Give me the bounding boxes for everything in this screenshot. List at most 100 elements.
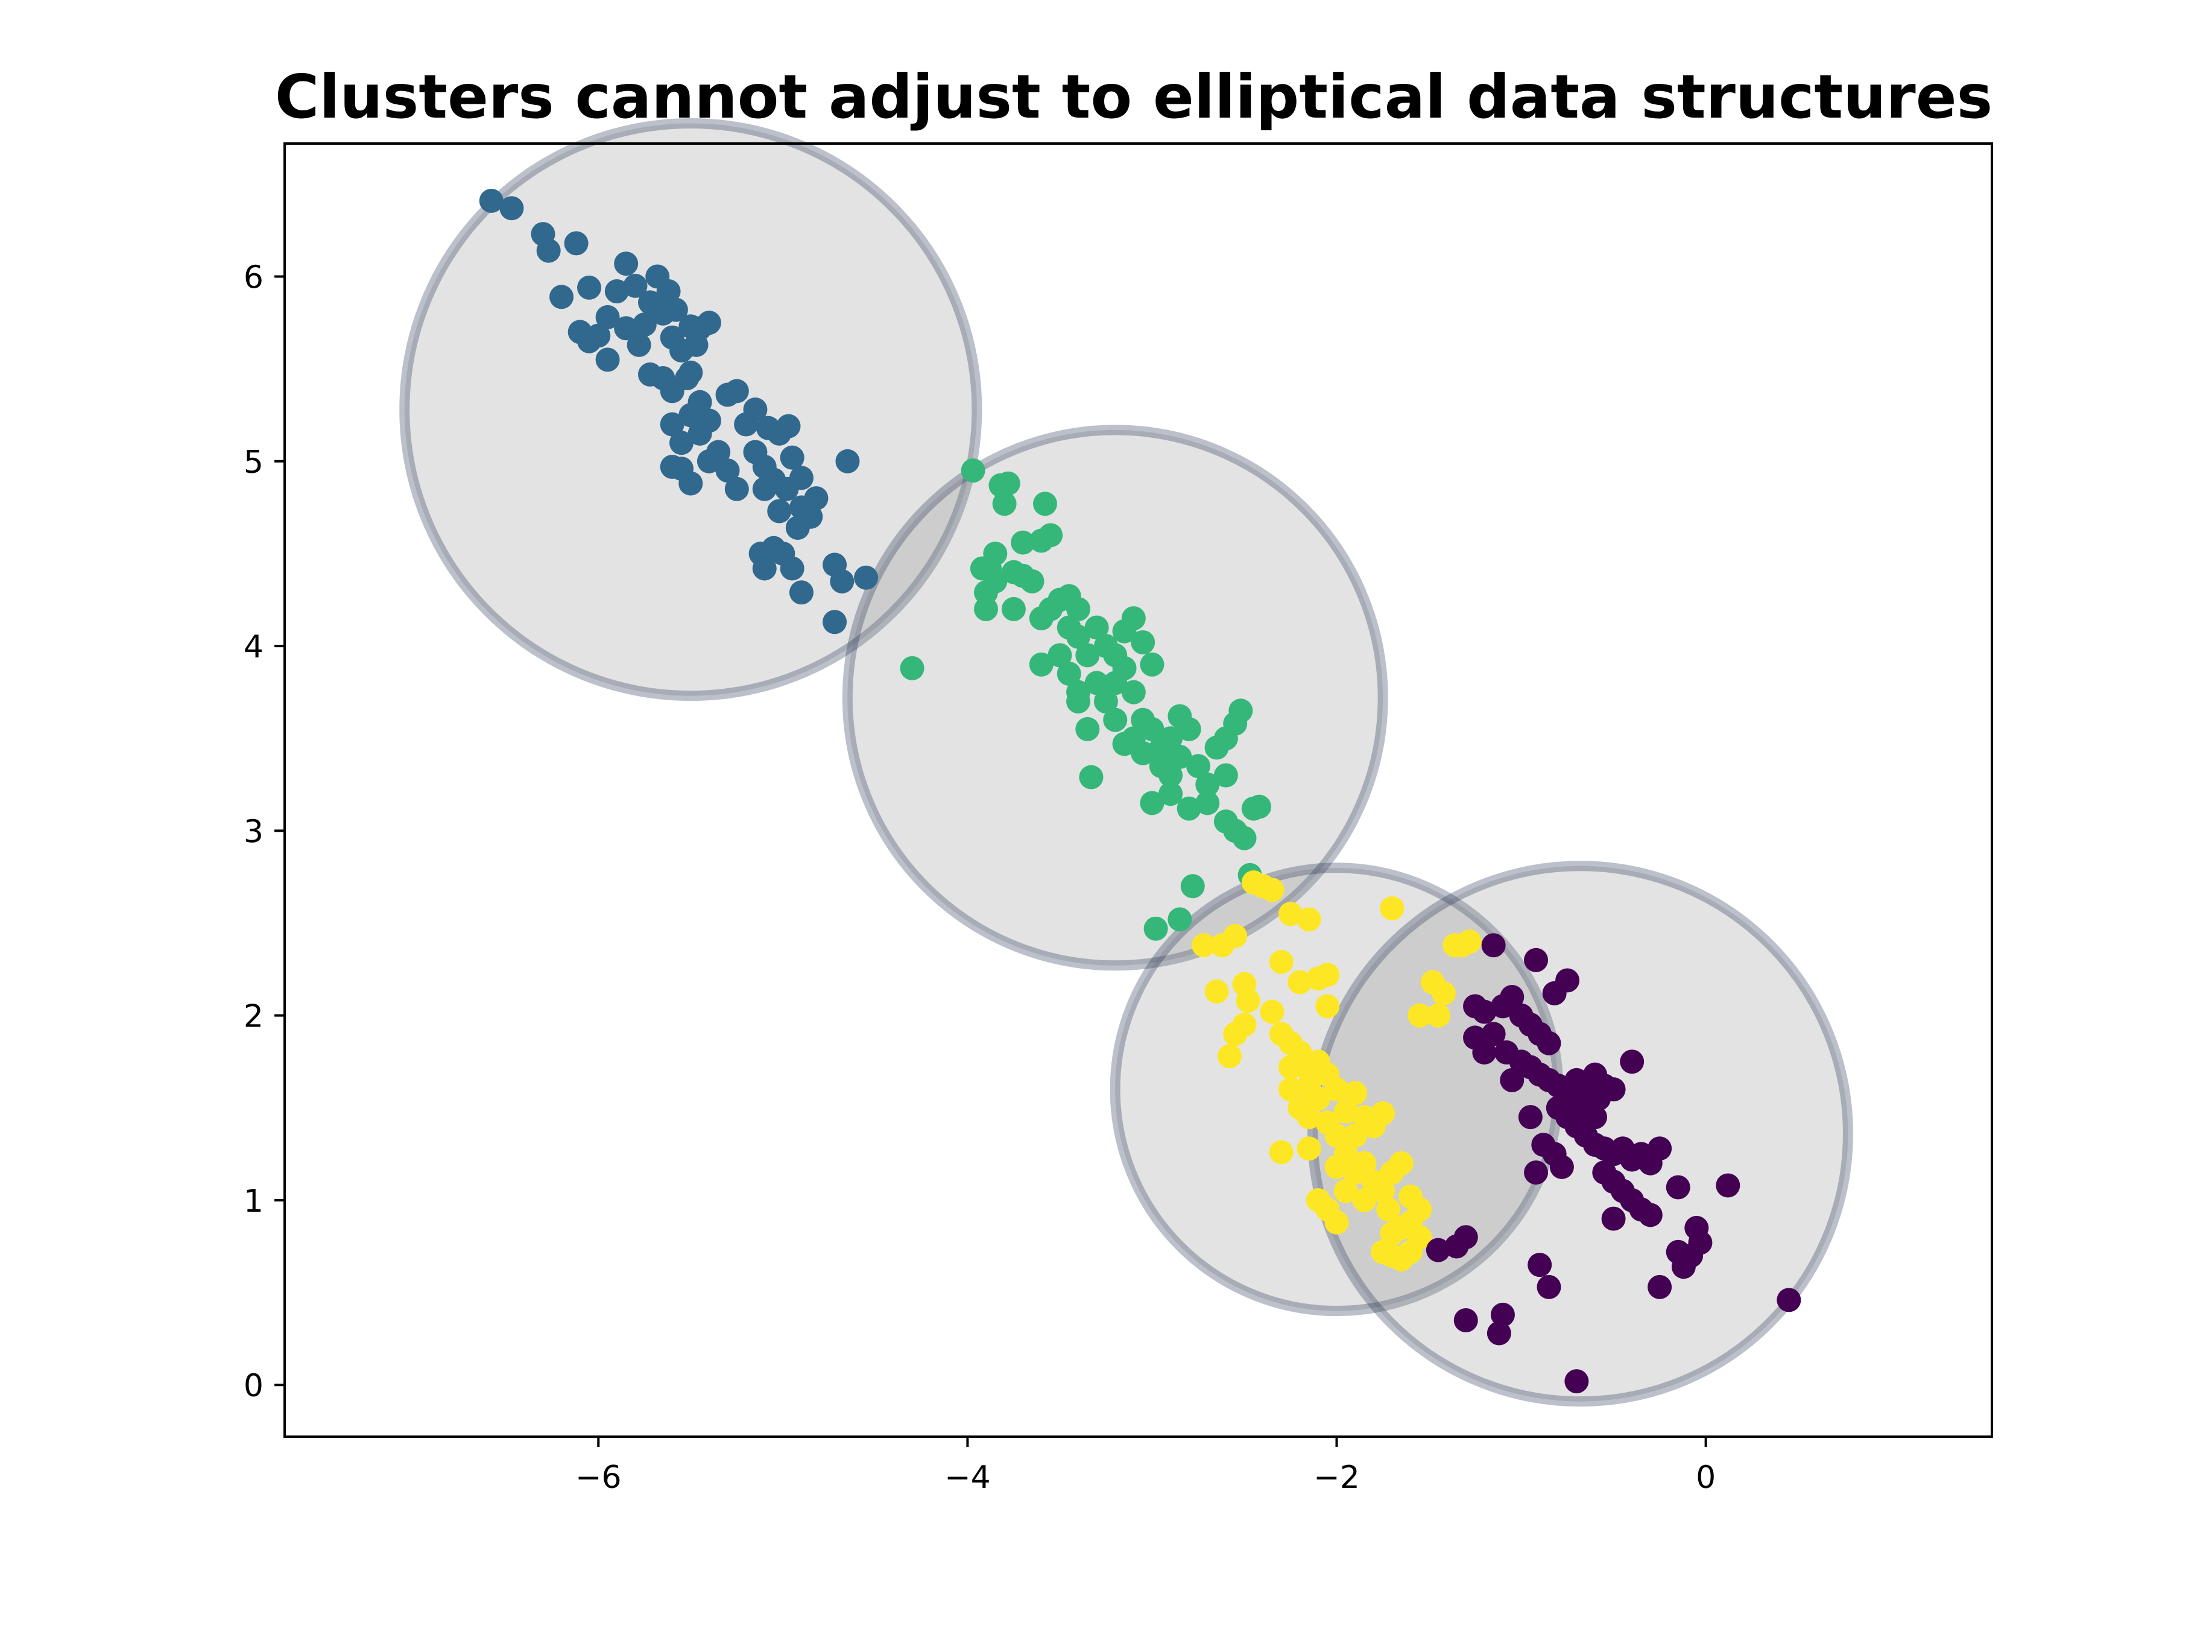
data-point: [499, 196, 524, 221]
data-point: [1029, 652, 1054, 677]
data-point: [1075, 717, 1100, 741]
data-point: [1192, 933, 1216, 958]
data-point: [1260, 999, 1285, 1024]
data-point: [1582, 1105, 1607, 1130]
x-tick-label: −6: [575, 1460, 622, 1496]
data-point: [577, 275, 601, 300]
data-point: [678, 360, 703, 385]
data-point: [1143, 916, 1168, 941]
data-point: [614, 252, 639, 276]
data-point: [1260, 878, 1285, 902]
data-point: [1564, 1086, 1589, 1111]
data-point: [1297, 1105, 1321, 1130]
data-point: [780, 445, 804, 470]
data-point: [660, 412, 684, 437]
data-point: [1537, 1274, 1561, 1299]
data-point: [974, 597, 999, 621]
data-point: [1121, 680, 1146, 704]
data-point: [961, 458, 985, 483]
data-point: [1389, 1151, 1414, 1176]
data-point: [1269, 949, 1294, 974]
data-point: [1648, 1274, 1672, 1299]
data-point: [900, 656, 924, 680]
data-point: [1112, 732, 1137, 756]
data-point: [1223, 1022, 1248, 1046]
series-2: [900, 458, 1271, 941]
data-point: [1140, 791, 1164, 815]
data-point: [724, 379, 749, 404]
data-point: [1324, 1154, 1349, 1179]
data-point: [1564, 1369, 1589, 1394]
data-point: [1549, 1154, 1574, 1179]
data-point: [780, 556, 804, 581]
data-point: [854, 565, 879, 590]
data-point: [785, 516, 810, 540]
data-point: [1500, 985, 1525, 1010]
data-point: [1066, 689, 1091, 714]
y-axis: 0 1 2 3 4 5 6: [244, 260, 285, 1404]
data-point: [1371, 1101, 1395, 1125]
data-point: [632, 312, 657, 337]
data-point: [1472, 1040, 1497, 1065]
data-point: [1093, 689, 1118, 714]
data-point: [549, 285, 574, 309]
data-point: [1131, 630, 1155, 654]
data-point: [1032, 492, 1057, 516]
data-point: [595, 347, 620, 372]
data-point: [1186, 754, 1210, 779]
series-3: [1192, 870, 1482, 1271]
data-point: [789, 580, 814, 605]
data-point: [748, 541, 773, 566]
y-tick-label: 4: [244, 629, 264, 665]
data-point: [1481, 933, 1506, 958]
data-point: [1177, 717, 1201, 741]
data-point: [595, 305, 620, 329]
data-points: [479, 188, 1801, 1394]
data-point: [1001, 597, 1026, 621]
data-point: [678, 403, 703, 428]
data-point: [1079, 765, 1104, 790]
data-point: [992, 492, 1017, 516]
data-point: [1648, 1136, 1672, 1161]
data-point: [776, 414, 801, 438]
data-point: [1671, 1255, 1696, 1279]
data-point: [1011, 563, 1035, 588]
data-point: [1638, 1203, 1663, 1227]
data-point: [1180, 874, 1205, 899]
data-point: [1177, 796, 1201, 821]
data-point: [743, 397, 768, 422]
data-point: [1472, 999, 1497, 1024]
y-tick-label: 3: [244, 814, 264, 850]
data-point: [1057, 662, 1081, 686]
y-tick-label: 2: [244, 999, 264, 1035]
data-point: [1278, 1055, 1303, 1080]
data-point: [1620, 1049, 1645, 1074]
data-point: [1432, 981, 1456, 1005]
data-point: [656, 279, 681, 304]
series-4: [1426, 933, 1801, 1394]
data-point: [1038, 523, 1063, 548]
data-point: [614, 316, 639, 341]
data-point: [1371, 1239, 1395, 1264]
data-point: [1500, 1068, 1525, 1092]
data-point: [1688, 1230, 1713, 1255]
data-point: [1528, 1253, 1552, 1277]
data-point: [1297, 1074, 1321, 1098]
series-1: [479, 188, 879, 635]
data-point: [1195, 791, 1220, 815]
data-point: [1352, 1151, 1377, 1176]
data-point: [1112, 656, 1137, 680]
data-point: [1247, 794, 1271, 819]
data-point: [697, 449, 721, 473]
data-point: [536, 238, 561, 263]
x-tick-label: 0: [1696, 1460, 1716, 1496]
y-tick-label: 5: [244, 445, 264, 481]
data-point: [1236, 989, 1260, 1013]
data-point: [835, 449, 860, 473]
data-point: [1066, 624, 1091, 649]
data-point: [1168, 907, 1192, 932]
data-point: [604, 279, 629, 304]
data-point: [1490, 1302, 1515, 1327]
